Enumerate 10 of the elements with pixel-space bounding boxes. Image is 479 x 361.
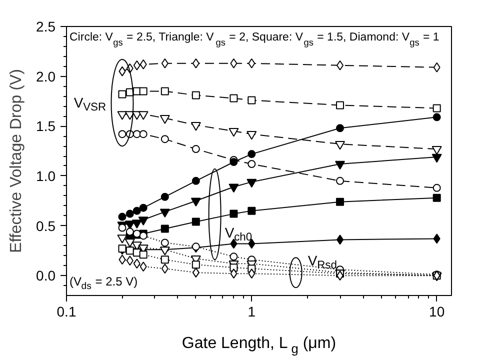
y-tick-label: 0.5 bbox=[36, 218, 56, 234]
x-tick-label: 1 bbox=[248, 304, 256, 320]
x-tick-label: 10 bbox=[429, 304, 445, 320]
y-tick-label: 2.5 bbox=[36, 18, 56, 34]
y-tick-label: 1.5 bbox=[36, 118, 56, 134]
y-axis-title: Effective Voltage Drop (V) bbox=[8, 69, 26, 253]
y-tick-label: 0.0 bbox=[36, 268, 56, 284]
y-tick-label: 2.0 bbox=[36, 68, 56, 84]
y-tick-label: 1.0 bbox=[36, 168, 56, 184]
x-tick-label: 0.1 bbox=[56, 304, 76, 320]
